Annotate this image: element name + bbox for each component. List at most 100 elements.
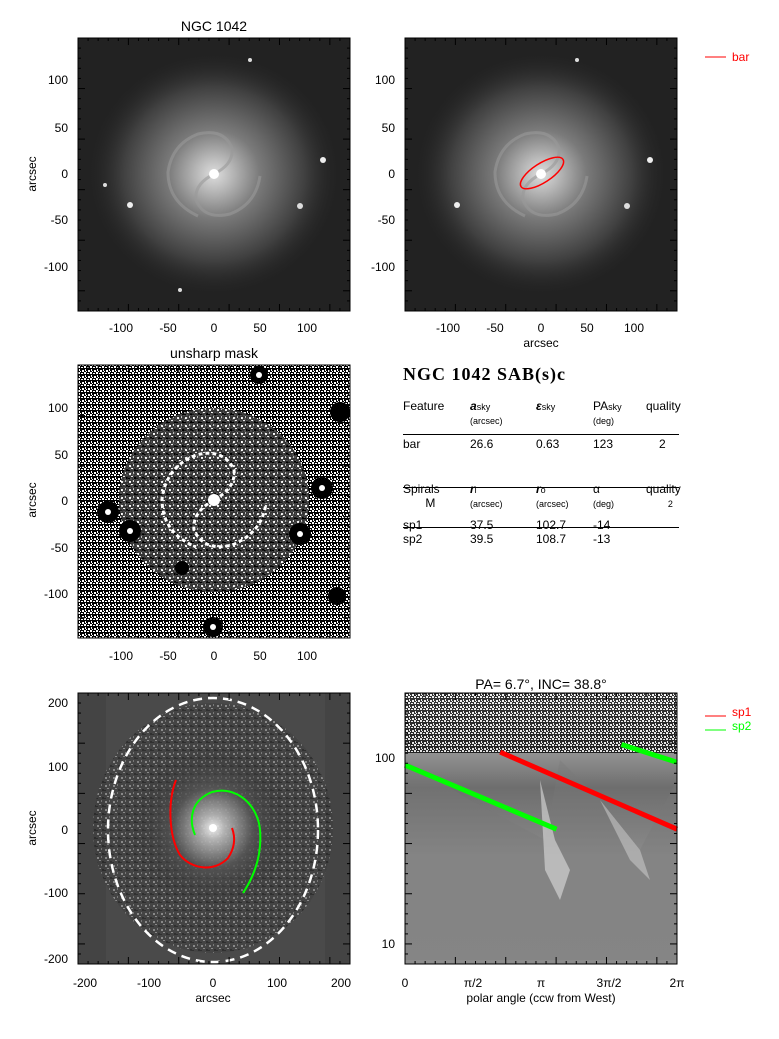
- bar-xtick-3: 50: [580, 321, 594, 335]
- bar-xticklabels: -100 -50 0 50 100: [436, 321, 644, 335]
- polar-series-layer: [404, 742, 678, 832]
- spirals-ytick-1: 100: [48, 760, 68, 774]
- bar-header-a: a: [470, 399, 477, 413]
- axis-ticks: [78, 38, 677, 964]
- spiral-header-rule: [403, 527, 679, 528]
- bar-ytick-2: 0: [388, 167, 395, 181]
- spirals-xticklabels: -200 -100 0 100 200: [73, 976, 351, 990]
- galaxy-xtick-0: -100: [109, 321, 133, 335]
- polar-series-sp2: [404, 762, 558, 832]
- bar-header-a-unit: (arcsec): [470, 416, 503, 426]
- sp1-alpha: -14: [593, 518, 611, 532]
- sp1-name: sp1: [403, 518, 423, 532]
- unsharp-yticklabels: 100 50 0 -50 -100: [44, 401, 68, 601]
- polar-series-sp2-wrap: [620, 742, 678, 765]
- galaxy-title: NGC 1042: [181, 18, 247, 34]
- spiral-header-ro-sub: o: [540, 485, 546, 495]
- sp2-ro: 108.7: [536, 532, 567, 546]
- bar-header-eps: ε: [536, 399, 542, 413]
- spirals-panel: arcsec 200 100 0 -100 -200 -200 -100 0 1…: [25, 692, 351, 1005]
- spiral-header-alpha-unit: (deg): [593, 499, 615, 509]
- unsharp-xtick-1: -50: [159, 649, 177, 663]
- unsharp-ytick-3: -50: [51, 541, 69, 555]
- galaxy-ytick-4: -100: [44, 260, 68, 274]
- spirals-y-label: arcsec: [25, 810, 39, 845]
- spirals-xtick-4: 200: [331, 976, 351, 990]
- bar-x-label: arcsec: [523, 336, 558, 350]
- sp1-ro: 102.7: [536, 518, 567, 532]
- polar-legend: sp1 sp2: [705, 705, 752, 733]
- spirals-xtick-3: 100: [267, 976, 287, 990]
- spirals-xtick-2: 0: [210, 976, 217, 990]
- sp2-ri: 39.5: [470, 532, 494, 546]
- bar-xtick-4: 100: [624, 321, 644, 335]
- sp1-arc: [169, 779, 236, 869]
- spiral-header-ri-unit: (arcsec): [470, 499, 503, 509]
- polar-series-sp1: [499, 749, 678, 832]
- sp2-alpha: -13: [593, 532, 611, 546]
- spiral-header-ro-unit: (arcsec): [536, 499, 569, 509]
- galaxy-ytick-2: 0: [61, 167, 68, 181]
- unsharp-ytick-4: -100: [44, 587, 68, 601]
- unsharp-title: unsharp mask: [170, 345, 259, 361]
- bar-ytick-3: -50: [378, 213, 396, 227]
- spiral-header-title: Spirals: [403, 482, 440, 496]
- bar-legend: bar: [705, 50, 749, 64]
- bar-ytick-1: 50: [382, 121, 396, 135]
- galaxy-ytick-3: -50: [51, 213, 69, 227]
- spirals-ytick-4: -200: [44, 952, 68, 966]
- spiral-header-m: M: [425, 496, 436, 510]
- spiral-header-alpha: α: [593, 482, 600, 496]
- galaxy-ytick-1: 50: [55, 121, 69, 135]
- galaxy-yticklabels: 100 50 0 -50 -100: [44, 73, 68, 274]
- polar-yticklabels: 100 10: [375, 751, 395, 951]
- spirals-yticklabels: 200 100 0 -100 -200: [44, 696, 68, 966]
- spiral-top-rule: [403, 487, 679, 488]
- galaxy-xtick-2: 0: [211, 321, 218, 335]
- spirals-xtick-1: -100: [137, 976, 161, 990]
- bar-row-eps: 0.63: [536, 437, 560, 451]
- bar-header-rule: [403, 434, 679, 435]
- spiral-header-quality-value: 2: [667, 499, 673, 509]
- polar-ytick-1: 10: [382, 937, 396, 951]
- bar-legend-label: bar: [732, 50, 749, 64]
- bar-ytick-0: 100: [375, 73, 395, 87]
- unsharp-panel: unsharp mask arcsec 100 50 0 -50 -100 -1…: [25, 345, 351, 663]
- unsharp-xtick-3: 50: [253, 649, 267, 663]
- spiral-header-ri-sub: i: [474, 485, 477, 495]
- spirals-ytick-0: 200: [48, 696, 68, 710]
- polar-xtick-0: 0: [402, 976, 409, 990]
- unsharp-ytick-0: 100: [48, 401, 68, 415]
- spiral-header-ri: r: [470, 482, 475, 496]
- galaxy-xtick-4: 100: [297, 321, 317, 335]
- disk-ellipse: [106, 696, 320, 964]
- galaxy-xtick-1: -50: [159, 321, 177, 335]
- polar-xtick-2: π: [537, 976, 545, 990]
- bar-header-pa-unit: (deg): [593, 416, 615, 426]
- bar-data-row: bar 26.6 0.63 123 2: [403, 437, 703, 451]
- galaxy-panel: NGC 1042 arcsec 100 50 0 -50 -100 -100 -…: [25, 18, 351, 335]
- bar-header-feature: Feature: [403, 399, 445, 413]
- bar-header-row: Feature asky (arcsec) εsky PAsky (deg) qua…: [403, 399, 703, 429]
- polar-xtick-4: 2π: [670, 976, 685, 990]
- bar-ellipse: [519, 156, 565, 190]
- bar-header-a-sub: sky: [476, 402, 491, 412]
- unsharp-xtick-2: 0: [211, 649, 218, 663]
- polar-x-label: polar angle (ccw from West): [466, 991, 615, 1005]
- table-heading: NGC 1042 SAB(s)c: [403, 364, 566, 384]
- galaxy-y-label: arcsec: [25, 156, 39, 191]
- spiral-header-ro: r: [536, 482, 541, 496]
- polar-legend-sp1: sp1: [732, 705, 752, 719]
- unsharp-y-label: arcsec: [25, 482, 39, 517]
- bar-header-pa-sub: sky: [608, 402, 622, 412]
- polar-title: PA= 6.7°, INC= 38.8°: [475, 676, 607, 692]
- sp1-ri: 37.5: [470, 518, 494, 532]
- parameter-table: NGC 1042 SAB(s)c Feature asky (arcsec) εs…: [403, 364, 703, 546]
- bar-row-pa: 123: [593, 437, 614, 451]
- spiral-row-sp2: sp2 39.5 108.7 -13: [403, 532, 703, 546]
- bar-panel: 100 50 0 -50 -100 -100 -50 0 50 100 arcs…: [371, 37, 749, 350]
- unsharp-ytick-1: 50: [55, 448, 69, 462]
- sp2-name: sp2: [403, 532, 423, 546]
- bar-row-a: 26.6: [470, 437, 494, 451]
